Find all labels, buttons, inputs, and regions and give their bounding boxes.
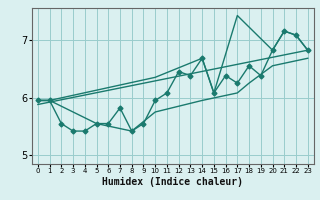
X-axis label: Humidex (Indice chaleur): Humidex (Indice chaleur) xyxy=(102,177,243,187)
